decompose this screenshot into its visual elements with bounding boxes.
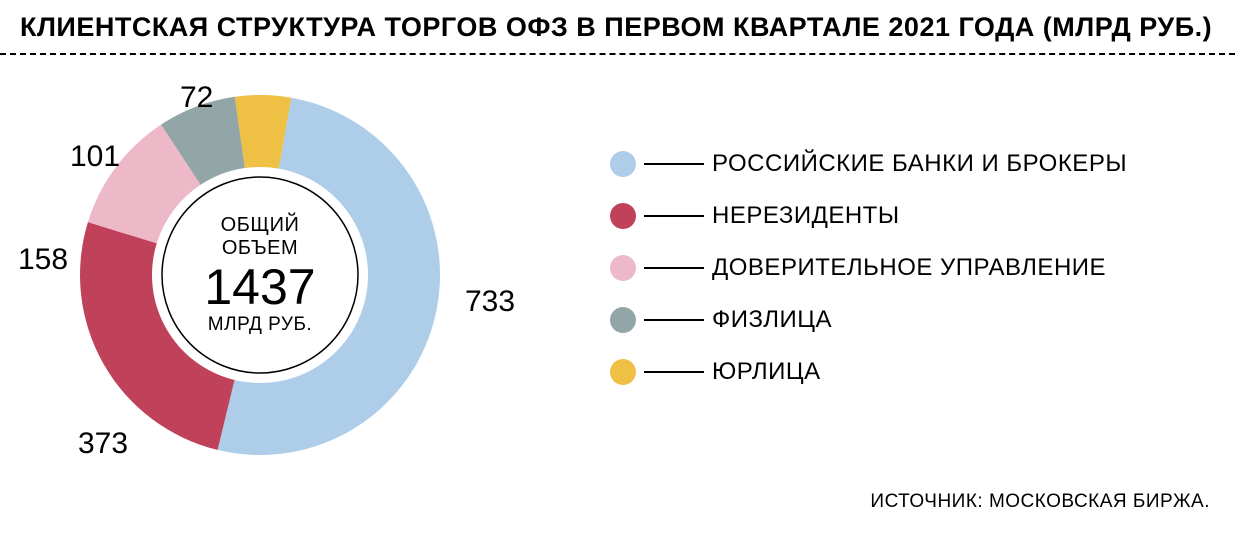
legend-label-nonres: НЕРЕЗИДЕНТЫ (712, 202, 900, 230)
legend-row-nonres: НЕРЕЗИДЕНТЫ (610, 202, 1127, 230)
legend-connector (644, 371, 704, 373)
legend-row-corp: ЮРЛИЦА (610, 358, 1127, 386)
legend-row-indiv: ФИЗЛИЦА (610, 306, 1127, 334)
legend-label-corp: ЮРЛИЦА (712, 358, 821, 386)
chart-title: КЛИЕНТСКАЯ СТРУКТУРА ТОРГОВ ОФЗ В ПЕРВОМ… (20, 12, 1215, 43)
legend-dot-banks (610, 151, 636, 177)
center-line1: ОБЩИЙ (175, 214, 345, 237)
slice-label-nonres: 373 (78, 427, 128, 461)
legend-dot-corp (610, 359, 636, 385)
center-value: 1437 (175, 262, 345, 312)
legend-dot-nonres (610, 203, 636, 229)
legend-label-indiv: ФИЗЛИЦА (712, 306, 832, 334)
slice-label-trust: 158 (18, 243, 68, 277)
legend-label-trust: ДОВЕРИТЕЛЬНОЕ УПРАВЛЕНИЕ (712, 254, 1106, 282)
slice-label-corp: 72 (180, 81, 213, 115)
center-line2: ОБЪЕМ (175, 237, 345, 260)
legend-connector (644, 319, 704, 321)
legend-connector (644, 215, 704, 217)
content-area: ОБЩИЙ ОБЪЕМ 1437 МЛРД РУБ. 733 373 158 101 7… (0, 55, 1235, 545)
legend-connector (644, 163, 704, 165)
slice-label-banks: 733 (465, 285, 515, 319)
donut-chart: ОБЩИЙ ОБЪЕМ 1437 МЛРД РУБ. 7333731581017… (60, 75, 460, 475)
legend-dot-trust (610, 255, 636, 281)
legend: РОССИЙСКИЕ БАНКИ И БРОКЕРЫ НЕРЕЗИДЕНТЫ ДОВ… (610, 150, 1127, 386)
title-bar: КЛИЕНТСКАЯ СТРУКТУРА ТОРГОВ ОФЗ В ПЕРВОМ… (0, 0, 1235, 55)
source-text: ИСТОЧНИК: МОСКОВСКАЯ БИРЖА. (870, 491, 1210, 513)
legend-label-banks: РОССИЙСКИЕ БАНКИ И БРОКЕРЫ (712, 150, 1127, 178)
legend-connector (644, 267, 704, 269)
legend-row-trust: ДОВЕРИТЕЛЬНОЕ УПРАВЛЕНИЕ (610, 254, 1127, 282)
slice-label-indiv: 101 (70, 140, 120, 174)
legend-row-banks: РОССИЙСКИЕ БАНКИ И БРОКЕРЫ (610, 150, 1127, 178)
center-unit: МЛРД РУБ. (175, 314, 345, 336)
legend-dot-indiv (610, 307, 636, 333)
donut-center-label: ОБЩИЙ ОБЪЕМ 1437 МЛРД РУБ. (175, 214, 345, 336)
